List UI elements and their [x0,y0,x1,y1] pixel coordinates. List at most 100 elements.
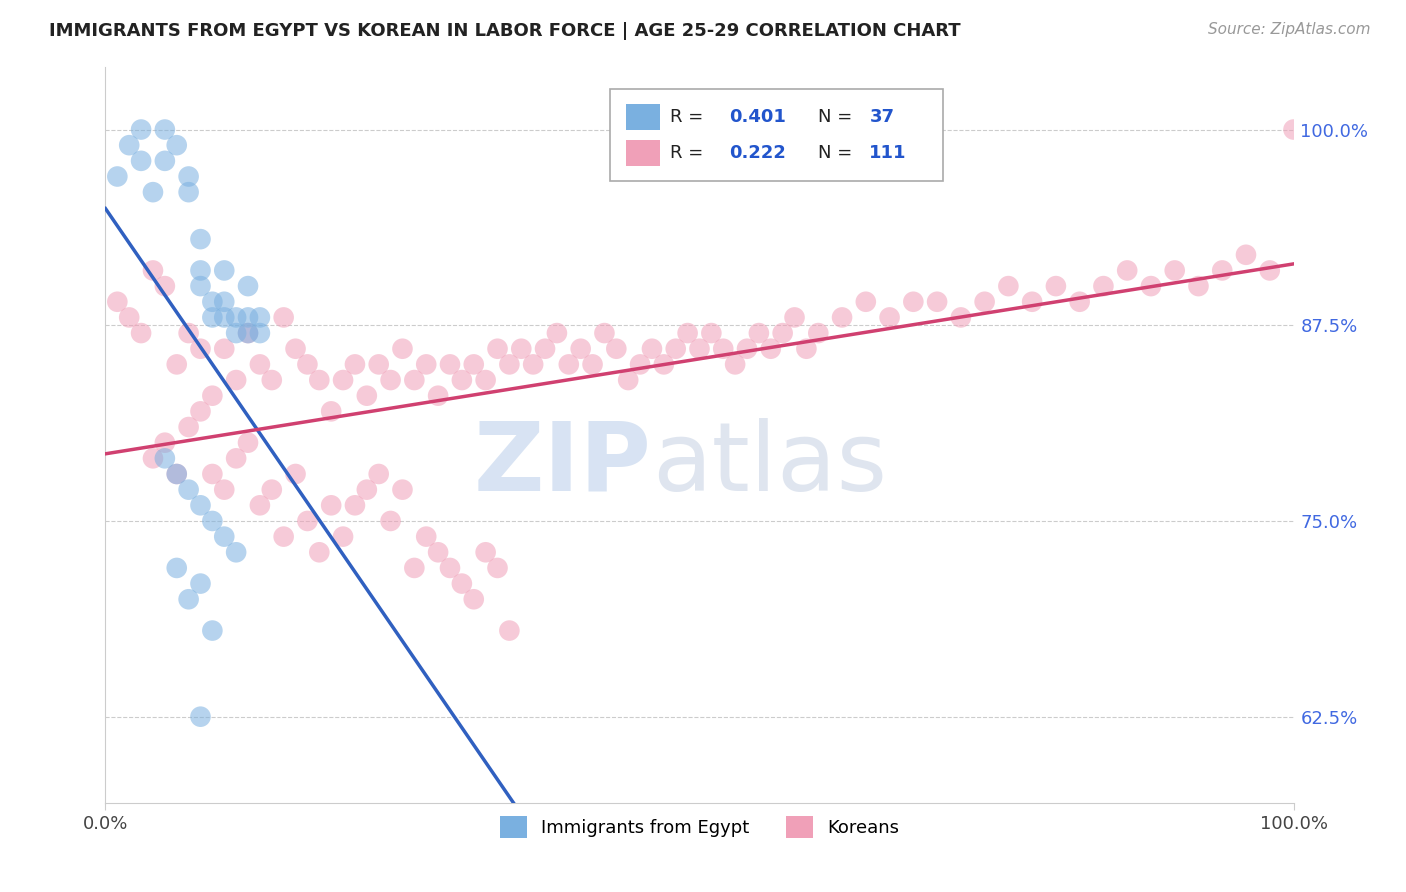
Point [925,294,948,309]
Point [260,373,283,387]
Point [153,279,176,293]
Point [249,498,271,512]
Point [190,263,212,277]
Point [225,310,247,325]
Point [225,451,247,466]
Point [214,310,236,325]
Point [273,310,295,325]
Point [214,483,236,497]
Point [569,342,592,356]
Point [142,451,165,466]
Point [997,279,1019,293]
Point [605,342,627,356]
Text: ZIP: ZIP [474,417,652,511]
Point [153,435,176,450]
Point [486,561,509,575]
Point [201,310,224,325]
Point [748,326,770,340]
Point [249,310,271,325]
Point [759,342,782,356]
Point [201,294,224,309]
Point [153,451,176,466]
Point [558,358,581,372]
Point [367,467,389,481]
Point [214,294,236,309]
Point [225,326,247,340]
Point [700,326,723,340]
Text: R =: R = [669,144,709,162]
Point [1282,122,1305,136]
Point [628,358,651,372]
Point [343,358,366,372]
Point [332,373,354,387]
Text: IMMIGRANTS FROM EGYPT VS KOREAN IN LABOR FORCE | AGE 25-29 CORRELATION CHART: IMMIGRANTS FROM EGYPT VS KOREAN IN LABOR… [49,22,960,40]
Point [190,404,212,418]
Text: atlas: atlas [652,417,887,511]
Point [118,310,141,325]
Point [190,279,212,293]
Point [498,358,520,372]
Text: R =: R = [669,108,709,126]
Point [1140,279,1163,293]
Point [166,467,188,481]
Point [225,373,247,387]
Point [105,294,128,309]
Point [1164,263,1187,277]
Point [177,169,200,184]
Point [855,294,877,309]
Point [593,326,616,340]
Point [284,467,307,481]
Point [676,326,699,340]
Point [236,435,259,450]
Point [427,545,450,559]
Point [831,310,853,325]
Point [249,358,271,372]
Point [463,358,485,372]
Point [973,294,995,309]
Point [450,576,472,591]
Point [1258,263,1281,277]
Point [177,483,200,497]
Text: Source: ZipAtlas.com: Source: ZipAtlas.com [1208,22,1371,37]
Text: N =: N = [818,144,858,162]
Point [534,342,557,356]
Point [201,624,224,638]
Point [439,358,461,372]
Legend: Immigrants from Egypt, Koreans: Immigrants from Egypt, Koreans [492,809,907,846]
Text: 111: 111 [869,144,907,162]
Point [177,326,200,340]
Point [190,342,212,356]
Point [214,530,236,544]
Point [153,122,176,136]
Text: 0.401: 0.401 [730,108,786,126]
Point [343,498,366,512]
Point [1116,263,1139,277]
Point [903,294,925,309]
Point [190,576,212,591]
Point [129,326,152,340]
Point [652,358,675,372]
Point [201,467,224,481]
Point [1021,294,1043,309]
Point [166,358,188,372]
Point [404,561,426,575]
Point [1069,294,1091,309]
Point [201,514,224,528]
Point [367,358,389,372]
Point [1211,263,1233,277]
Point [190,232,212,246]
Point [236,326,259,340]
Point [427,389,450,403]
Point [308,373,330,387]
Point [807,326,830,340]
Point [689,342,711,356]
Point [321,498,343,512]
Point [415,530,437,544]
Point [949,310,972,325]
Point [391,342,413,356]
Point [129,122,152,136]
Point [142,263,165,277]
Point [356,389,378,403]
FancyBboxPatch shape [626,103,661,130]
Point [404,373,426,387]
